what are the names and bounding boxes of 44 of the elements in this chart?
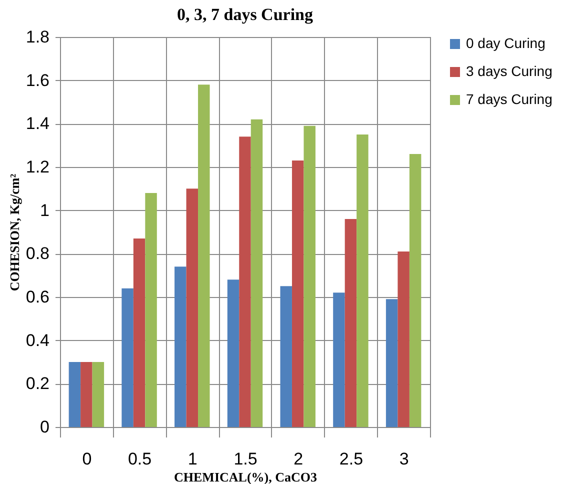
bar (227, 280, 240, 427)
bar (304, 126, 316, 427)
bar (250, 119, 263, 427)
bar (186, 188, 198, 427)
y-tick-label: 0.6 (26, 288, 50, 306)
bar (133, 238, 146, 427)
bar (292, 160, 304, 427)
x-tick-label: 1.5 (234, 450, 258, 468)
legend-label: 0 day Curing (466, 35, 546, 51)
x-axis-title: CHEMICAL(%), CaCO3 (174, 470, 318, 484)
bar (239, 136, 251, 427)
bar (92, 362, 104, 427)
bar (68, 362, 81, 427)
y-tick-label: 1.4 (26, 114, 50, 134)
bar (280, 286, 292, 427)
x-tick-label: 0.5 (128, 450, 152, 468)
bar (122, 288, 134, 427)
x-tick-label: 3 (399, 450, 409, 468)
y-tick-label: 1.2 (26, 158, 50, 176)
legend-label: 7 days Curing (466, 91, 552, 107)
chart-title: 0, 3, 7 days Curing (176, 5, 314, 24)
y-tick-label: 1.8 (26, 28, 50, 46)
y-tick-label: 0.2 (26, 374, 50, 394)
x-tick-label: 1 (188, 450, 198, 468)
bar (198, 84, 210, 427)
bar (386, 299, 398, 427)
bar (145, 193, 157, 427)
bar (398, 252, 410, 427)
bar (174, 266, 186, 427)
bar (356, 134, 368, 427)
y-tick-label: 1 (40, 200, 50, 220)
x-tick-label: 2 (294, 450, 304, 468)
y-tick-label: 0 (40, 418, 50, 436)
y-axis-title: COHESION, Kg/cm² (6, 174, 22, 292)
x-tick-label: 2.5 (339, 450, 364, 468)
legend-label: 3 days Curing (466, 63, 552, 79)
bar (344, 219, 357, 427)
bar (80, 362, 92, 427)
bar (409, 154, 422, 427)
y-tick-label: 0.8 (26, 244, 50, 264)
y-tick-label: 0.4 (26, 330, 50, 350)
bar (333, 292, 345, 427)
x-tick-label: 0 (82, 450, 92, 468)
y-tick-label: 1.6 (26, 70, 50, 90)
